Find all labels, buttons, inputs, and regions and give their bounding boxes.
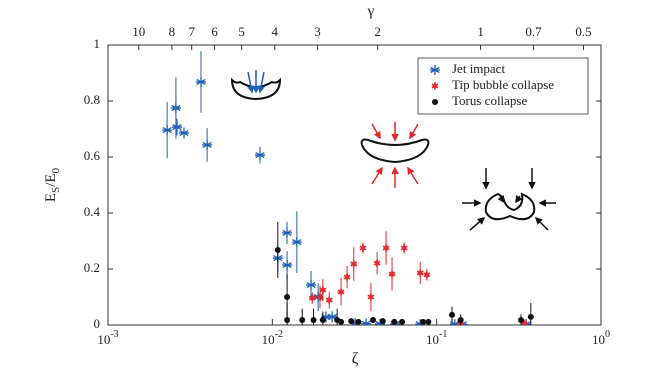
point [170, 103, 181, 113]
point [518, 316, 525, 323]
point [343, 273, 351, 281]
point [337, 288, 345, 296]
point [382, 244, 390, 252]
point [425, 318, 432, 325]
x-tick-base: 10 [592, 332, 605, 347]
y-tick-label: 0.8 [84, 92, 100, 107]
point [420, 318, 427, 325]
point [274, 246, 281, 253]
point [319, 286, 327, 294]
tip-sketch [360, 122, 430, 188]
y-tick-label: 0.2 [84, 260, 100, 275]
point [350, 318, 361, 325]
point [282, 260, 293, 271]
point [327, 311, 338, 322]
legend-marker [430, 65, 440, 75]
point [367, 293, 375, 301]
x-tick-exponent: -1 [439, 329, 447, 340]
point [284, 294, 291, 300]
top-tick-label: 10 [132, 24, 145, 39]
point [299, 316, 306, 323]
x-tick-label: 100 [592, 329, 610, 347]
top-axis-label: γ [367, 3, 375, 19]
plot-area [162, 51, 534, 325]
point [320, 311, 331, 322]
point [178, 127, 189, 138]
top-tick-label: 2 [374, 24, 381, 39]
top-tick-label: 8 [169, 24, 176, 39]
top-tick-label: 1 [477, 24, 484, 39]
point [400, 244, 408, 252]
point [355, 318, 362, 325]
point [359, 244, 367, 252]
legend-box [417, 57, 589, 115]
point [162, 125, 173, 136]
top-tick-label: 7 [188, 24, 195, 39]
y-tick-label: 0.4 [84, 204, 101, 219]
x-tick-exponent: -2 [275, 329, 283, 340]
x-tick-base: 10 [426, 332, 439, 347]
legend-marker [432, 99, 438, 105]
point [338, 318, 345, 325]
point [306, 279, 317, 290]
point [449, 319, 460, 325]
x-tick-label: 10-2 [262, 329, 283, 347]
y-tick-label: 1 [94, 36, 101, 51]
y-tick-label: 0 [94, 316, 101, 331]
point [348, 318, 355, 325]
point [370, 316, 377, 323]
point [319, 316, 326, 323]
point [195, 76, 206, 87]
point [373, 259, 381, 267]
point [308, 294, 316, 302]
point [374, 318, 385, 325]
point [254, 150, 265, 161]
point [457, 316, 464, 323]
legend-marker [431, 82, 439, 90]
x-axis-label: ζ [352, 351, 359, 368]
top-tick-label: 6 [211, 24, 218, 39]
point [310, 316, 317, 323]
top-tick-label: 0.7 [525, 24, 542, 39]
point [527, 313, 534, 320]
point [284, 316, 291, 323]
point [391, 318, 398, 325]
point [449, 311, 456, 318]
x-tick-base: 10 [97, 332, 110, 347]
point [291, 237, 302, 248]
legend-label: Torus collapse [452, 93, 527, 108]
point [388, 270, 396, 278]
x-tick-label: 10-1 [426, 329, 447, 347]
point [361, 318, 372, 325]
top-tick-label: 3 [314, 24, 321, 39]
point [202, 139, 213, 150]
jet-sketch [230, 70, 282, 101]
point [313, 292, 324, 302]
point [316, 293, 324, 301]
point [172, 122, 183, 133]
x-tick-exponent: -3 [110, 329, 118, 340]
point [325, 296, 333, 304]
legend-label: Jet impact [452, 61, 505, 76]
top-tick-label: 0.5 [575, 24, 591, 39]
point [379, 318, 386, 325]
top-tick-label: 5 [238, 24, 245, 39]
x-tick-exponent: 0 [605, 329, 610, 340]
point [350, 260, 358, 268]
torus-sketch [462, 168, 556, 231]
y-tick-label: 0.6 [84, 148, 101, 163]
top-tick-label: 4 [272, 24, 279, 39]
point [281, 227, 292, 238]
point [399, 318, 406, 325]
y-axis-label: ES/E0 [43, 167, 61, 202]
point [415, 319, 426, 325]
point [416, 269, 424, 277]
x-tick-label: 10-3 [97, 329, 118, 347]
x-tick-base: 10 [262, 332, 275, 347]
legend-label: Tip bubble collapse [452, 77, 554, 92]
point [423, 271, 431, 279]
